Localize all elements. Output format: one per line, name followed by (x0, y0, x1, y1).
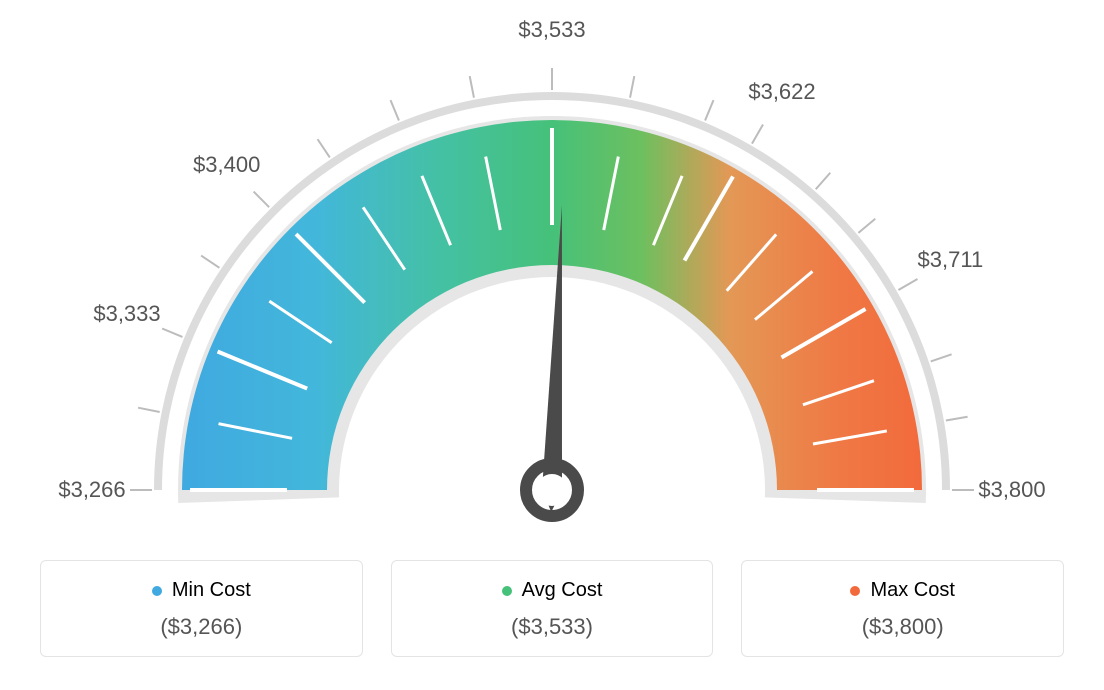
gauge-tick-label: $3,533 (518, 17, 585, 43)
avg-cost-dot (502, 586, 512, 596)
max-cost-value: ($3,800) (752, 614, 1053, 640)
gauge-tick-label: $3,266 (58, 477, 125, 503)
avg-cost-title: Avg Cost (402, 579, 703, 602)
min-cost-value: ($3,266) (51, 614, 352, 640)
gauge-svg (22, 20, 1082, 540)
gauge-tick-label: $3,800 (978, 477, 1045, 503)
summary-cards: Min Cost ($3,266) Avg Cost ($3,533) Max … (20, 560, 1084, 657)
min-cost-label: Min Cost (172, 579, 251, 602)
min-cost-card: Min Cost ($3,266) (40, 560, 363, 657)
avg-cost-label: Avg Cost (522, 579, 603, 602)
min-cost-dot (152, 586, 162, 596)
max-cost-title: Max Cost (752, 579, 1053, 602)
avg-cost-value: ($3,533) (402, 614, 703, 640)
gauge-tick-label: $3,400 (193, 152, 260, 178)
max-cost-dot (850, 586, 860, 596)
gauge-tick-label: $3,622 (748, 79, 815, 105)
gauge-chart: $3,266 $3,333 $3,400 $3,533 $3,622 $3,711 $3,8… (22, 20, 1082, 540)
max-cost-label: Max Cost (870, 579, 954, 602)
min-cost-title: Min Cost (51, 579, 352, 602)
gauge-tick-label: $3,711 (918, 247, 984, 273)
max-cost-card: Max Cost ($3,800) (741, 560, 1064, 657)
avg-cost-card: Avg Cost ($3,533) (391, 560, 714, 657)
gauge-tick-label: $3,333 (93, 301, 160, 327)
